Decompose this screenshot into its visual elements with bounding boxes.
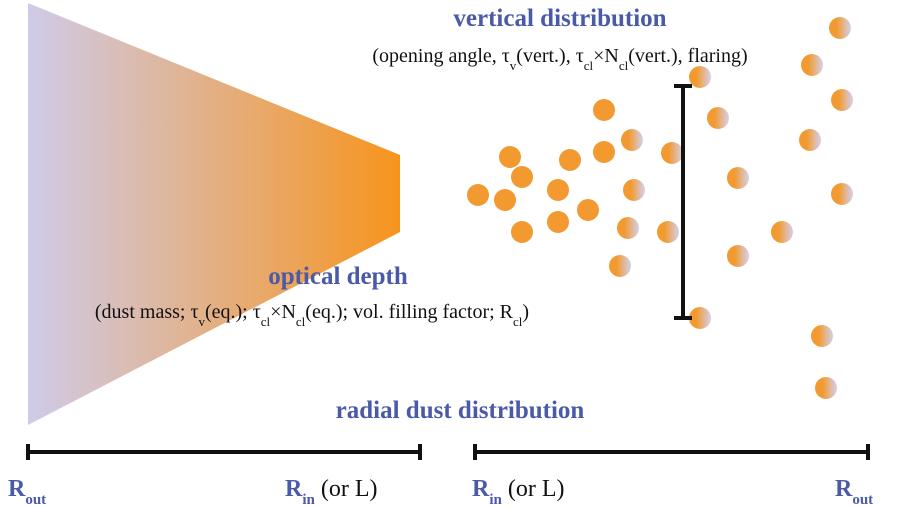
- clump: [621, 129, 643, 151]
- subscript: v: [198, 314, 205, 329]
- clump: [831, 183, 853, 205]
- text-part: (or L): [315, 476, 378, 502]
- subscript: cl: [513, 314, 523, 329]
- radial-rulers: [26, 444, 870, 460]
- clump: [511, 221, 533, 243]
- subscript: v: [510, 58, 517, 73]
- subscript: cl: [296, 314, 306, 329]
- clump: [559, 149, 581, 171]
- torus-cone: [28, 3, 400, 425]
- clump: [609, 255, 631, 277]
- clump: [547, 179, 569, 201]
- clump: [771, 221, 793, 243]
- clump: [547, 211, 569, 233]
- text-part: R: [835, 476, 853, 502]
- text-part: (vert.), flaring): [628, 45, 747, 67]
- clump: [727, 167, 749, 189]
- r-out-right: Rout: [835, 476, 873, 507]
- clump: [727, 245, 749, 267]
- r-in-left: Rin (or L): [285, 476, 378, 507]
- r-out-left: Rout: [8, 476, 46, 507]
- vertical-ruler: [674, 84, 692, 320]
- text-part: (or L): [502, 476, 565, 502]
- clump: [657, 221, 679, 243]
- text-part: (dust mass; τ: [95, 301, 199, 323]
- clump: [689, 307, 711, 329]
- subscript: cl: [261, 314, 271, 329]
- clump: [499, 146, 521, 168]
- text-part: R: [472, 476, 490, 502]
- text-part: ×N: [270, 301, 296, 323]
- text-part: R: [285, 476, 303, 502]
- subscript: out: [852, 492, 873, 507]
- text-part: (eq.); τ: [205, 301, 261, 323]
- clump: [467, 184, 489, 206]
- clump: [577, 199, 599, 221]
- text-part: (vert.), τ: [516, 45, 583, 67]
- clump: [811, 325, 833, 347]
- text-part: ): [522, 301, 529, 323]
- text-part: ×N: [593, 45, 619, 67]
- clump: [689, 66, 711, 88]
- clumps: [467, 17, 853, 399]
- clump: [593, 141, 615, 163]
- vertical-detail: (opening angle, τv(vert.), τcl×Ncl(vert.…: [372, 45, 747, 73]
- vertical-title: vertical distribution: [453, 5, 666, 32]
- clump: [494, 189, 516, 211]
- clump: [623, 179, 645, 201]
- subscript: in: [302, 492, 315, 507]
- optical-detail: (dust mass; τv(eq.); τcl×Ncl(eq.); vol. …: [95, 301, 529, 329]
- clump: [593, 99, 615, 121]
- clump: [829, 17, 851, 39]
- text-part: (eq.); vol. filling factor; R: [305, 301, 513, 323]
- r-in-right: Rin (or L): [472, 476, 565, 507]
- clump: [617, 217, 639, 239]
- clump: [707, 107, 729, 129]
- text-part: R: [8, 476, 26, 502]
- optical-title: optical depth: [268, 263, 408, 290]
- text-part: (opening angle, τ: [372, 45, 509, 67]
- clump: [815, 377, 837, 399]
- subscript: cl: [619, 58, 629, 73]
- clump: [511, 166, 533, 188]
- subscript: in: [489, 492, 502, 507]
- radial-title: radial dust distribution: [336, 397, 585, 424]
- clump: [799, 129, 821, 151]
- clump: [661, 142, 683, 164]
- subscript: out: [25, 492, 46, 507]
- clump: [801, 54, 823, 76]
- clump: [831, 89, 853, 111]
- subscript: cl: [584, 58, 594, 73]
